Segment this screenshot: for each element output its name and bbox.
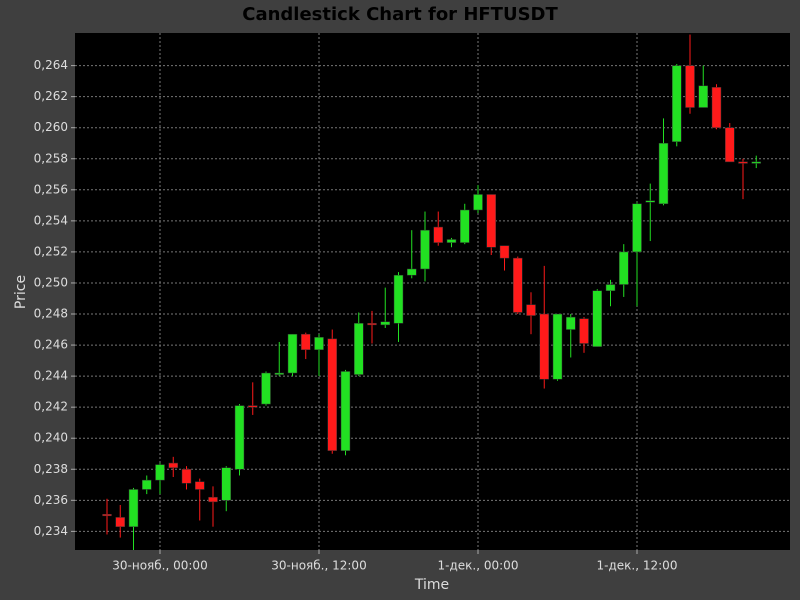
candle-body: [751, 161, 761, 164]
candle-body: [208, 496, 218, 503]
y-tick-label: 0,258: [34, 151, 68, 165]
candle-body: [141, 479, 152, 490]
y-tick-label: 0,236: [34, 493, 68, 507]
y-tick-label: 0,252: [34, 244, 68, 258]
candle-body: [579, 318, 589, 344]
y-tick-label: 0,246: [34, 338, 68, 352]
y-tick-label: 0,250: [34, 275, 68, 289]
candle-body: [512, 257, 523, 313]
y-tick-label: 0,256: [34, 182, 68, 196]
candle-body: [499, 245, 510, 259]
candle-body: [287, 333, 298, 374]
candle-body: [632, 203, 642, 253]
x-tick-label: 1-дек., 00:00: [438, 559, 519, 573]
candle-body: [247, 405, 258, 408]
candle-body: [406, 268, 417, 276]
candle-body: [234, 405, 245, 470]
candle-body: [473, 194, 483, 211]
y-axis-label: Price: [13, 275, 29, 309]
candle-body: [181, 469, 192, 484]
y-tick-label: 0,234: [34, 524, 68, 538]
x-tick-label: 1-дек., 12:00: [597, 559, 678, 573]
candle-body: [738, 161, 748, 164]
candle-body: [565, 316, 576, 330]
y-tick-label: 0,264: [34, 58, 68, 72]
y-tick-label: 0,254: [34, 213, 68, 227]
y-tick-label: 0,248: [34, 307, 68, 321]
candle-body: [605, 284, 616, 291]
candle-body: [671, 65, 682, 142]
candle-body: [102, 514, 112, 517]
y-tick-label: 0,238: [34, 462, 68, 476]
plot-area: [75, 33, 790, 550]
x-tick-label: 30-нояб., 00:00: [112, 559, 207, 573]
candle-body: [592, 290, 602, 347]
candle-body: [433, 226, 443, 243]
x-tick-label: 30-нояб., 12:00: [271, 559, 366, 573]
candle-body: [526, 304, 536, 316]
candle-body: [552, 313, 563, 380]
candle-body: [367, 323, 377, 326]
y-tick-label: 0,242: [34, 400, 68, 414]
candle-body: [420, 229, 430, 270]
y-tick-label: 0,260: [34, 120, 68, 134]
y-tick-label: 0,244: [34, 369, 68, 383]
candle-body: [340, 371, 351, 451]
y-tick-label: 0,262: [34, 89, 68, 103]
candle-body: [314, 337, 324, 350]
candle-body: [618, 251, 629, 285]
candle-body: [115, 517, 125, 527]
candle-body: [393, 274, 404, 324]
candle-body: [261, 372, 271, 405]
candle-body: [221, 467, 231, 501]
candle-body: [658, 142, 669, 205]
candle-body: [459, 209, 470, 243]
candle-body: [380, 321, 390, 326]
candle-body: [155, 464, 165, 481]
candle-body: [539, 313, 549, 380]
candle-body: [327, 338, 337, 451]
candle-body: [353, 323, 364, 375]
candle-body: [486, 194, 496, 248]
candle-body: [685, 65, 695, 108]
candle-body: [168, 462, 178, 468]
y-tick-label: 0,240: [34, 431, 68, 445]
candle-body: [446, 239, 457, 243]
candle-body: [274, 372, 284, 375]
candle-body: [194, 481, 205, 490]
x-axis-label: Time: [414, 577, 449, 593]
candle-body: [645, 200, 655, 203]
candle-body: [724, 127, 735, 163]
candle-body: [711, 87, 722, 128]
candle-body: [698, 85, 708, 108]
candle-body: [300, 333, 311, 350]
chart-title: Candlestick Chart for HFTUSDT: [242, 4, 558, 25]
candle-body: [128, 489, 139, 527]
